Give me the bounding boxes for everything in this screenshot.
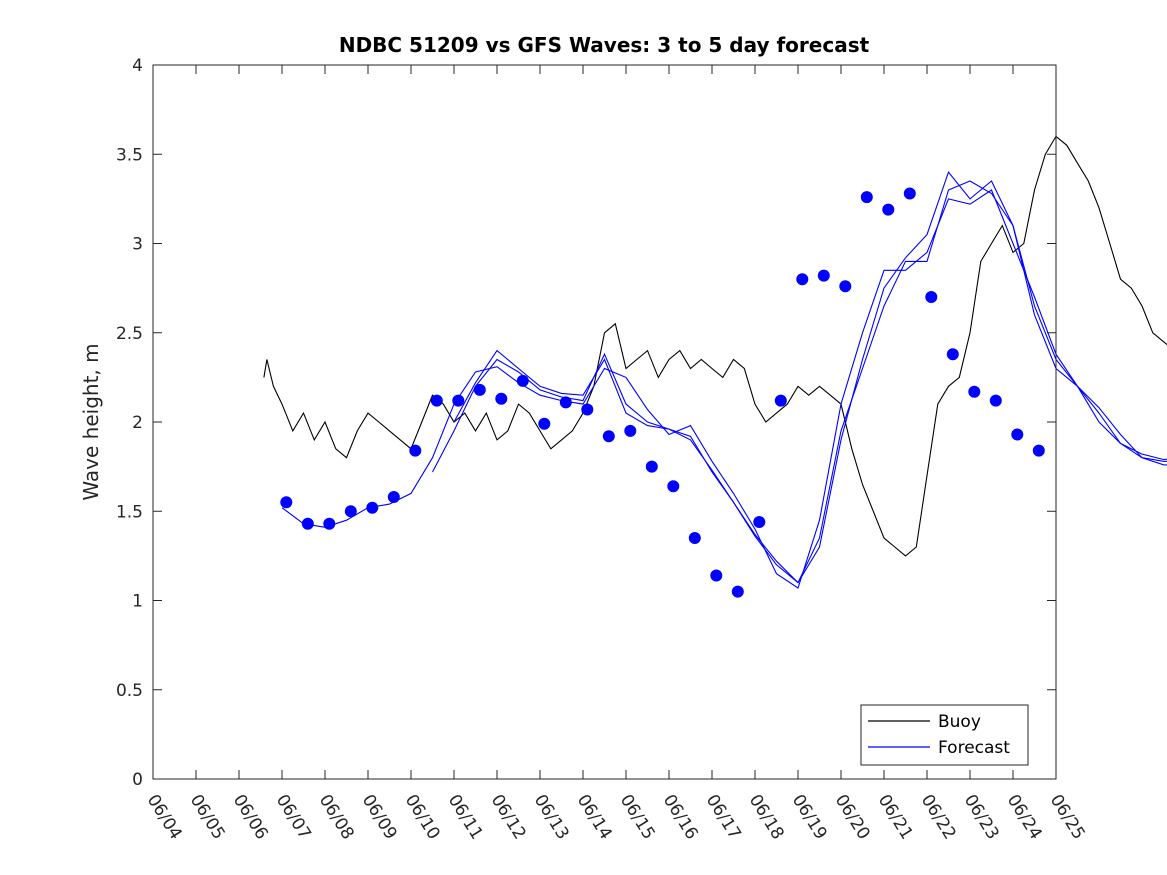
forecast-point: [559, 396, 572, 409]
forecast-point: [946, 348, 959, 361]
forecast-point: [860, 191, 873, 204]
forecast-point: [323, 517, 336, 530]
y-tick-label: 0.5: [116, 681, 143, 701]
forecast-point: [280, 496, 293, 509]
y-tick-label: 2: [132, 413, 143, 433]
forecast-series-line-1: [281, 189, 1167, 589]
forecast-point: [753, 516, 766, 528]
forecast-point: [387, 491, 400, 503]
forecast-point: [473, 383, 486, 396]
y-tick-label: 1: [132, 592, 143, 612]
forecast-point: [581, 403, 594, 416]
forecast-point: [645, 460, 658, 473]
forecast-series-line-3: [453, 170, 1167, 584]
forecast-point: [602, 430, 615, 443]
forecast-point: [882, 203, 895, 216]
forecast-point: [516, 374, 529, 387]
legend-forecast-label: Forecast: [938, 738, 1010, 758]
legend-box: [860, 704, 1029, 766]
forecast-point: [1011, 428, 1024, 441]
legend: Buoy Forecast: [860, 704, 1029, 766]
y-tick-label: 0: [132, 770, 143, 790]
forecast-point: [688, 532, 701, 544]
data-layer: [263, 135, 1167, 598]
forecast-point: [301, 517, 314, 530]
legend-buoy-label: Buoy: [938, 712, 981, 732]
forecast-point: [409, 444, 422, 457]
forecast-point: [731, 585, 744, 598]
forecast-point: [344, 505, 357, 518]
plot-area: [153, 65, 1056, 779]
buoy-series-line: [263, 135, 1167, 557]
forecast-point: [925, 291, 938, 303]
forecast-point: [903, 187, 916, 200]
forecast-point: [430, 394, 443, 407]
forecast-point: [624, 424, 637, 437]
forecast-point: [989, 394, 1002, 407]
chart-title: NDBC 51209 vs GFS Waves: 3 to 5 day fore…: [339, 33, 870, 57]
forecast-point: [667, 480, 680, 493]
forecast-point: [538, 417, 551, 430]
forecast-point: [968, 385, 981, 398]
forecast-point: [710, 569, 723, 582]
y-tick-label: 1.5: [116, 502, 143, 522]
y-axis-label: Wave height, m: [79, 343, 103, 500]
forecast-point: [817, 269, 830, 282]
y-tick-label: 2.5: [116, 324, 143, 344]
forecast-point: [366, 501, 379, 514]
y-tick-label: 4: [132, 56, 143, 76]
y-tick-label: 3.5: [116, 145, 143, 165]
y-tick-label: 3: [132, 235, 143, 255]
forecast-point: [452, 394, 465, 407]
forecast-point: [796, 273, 809, 286]
forecast-point: [495, 392, 508, 405]
forecast-point: [839, 280, 852, 293]
forecast-point: [1032, 444, 1045, 457]
forecast-point: [774, 394, 787, 407]
